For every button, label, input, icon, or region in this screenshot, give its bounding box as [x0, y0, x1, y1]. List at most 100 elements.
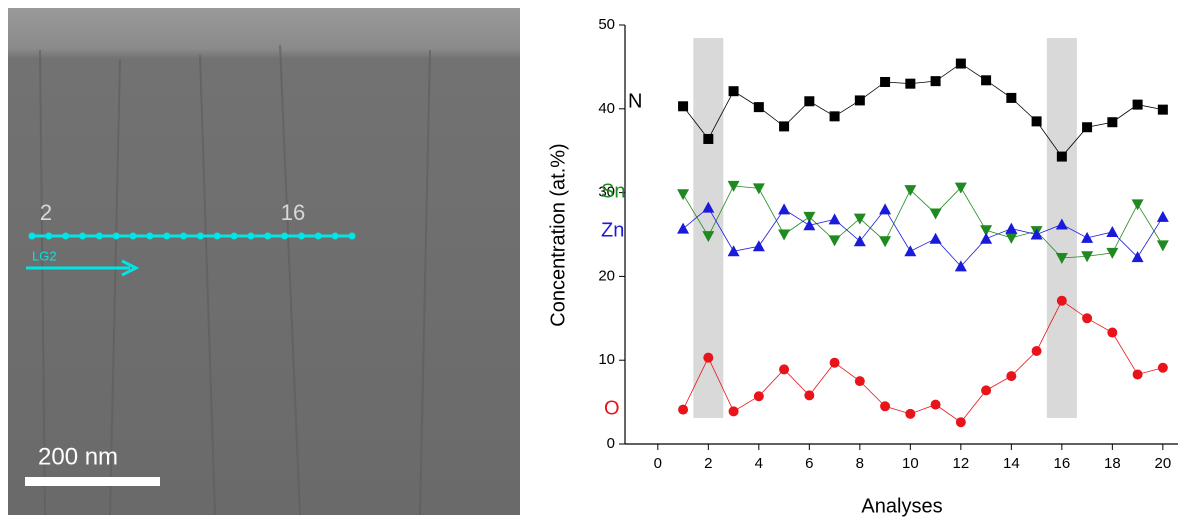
data-point [980, 232, 993, 244]
scan-point [180, 232, 188, 240]
scan-point [247, 232, 255, 240]
data-point [1131, 251, 1144, 263]
data-point [981, 75, 992, 86]
data-point [880, 76, 891, 87]
sem-texture [39, 44, 431, 516]
data-point [753, 391, 764, 402]
data-point [779, 121, 790, 132]
data-point [1107, 327, 1118, 338]
data-point [1055, 252, 1068, 264]
data-point [1157, 104, 1168, 115]
data-point [930, 399, 941, 410]
x-tick-label: 10 [902, 455, 919, 472]
data-point [678, 101, 689, 112]
data-point [702, 231, 715, 243]
data-point [930, 76, 941, 87]
point-label: 2 [40, 200, 52, 225]
data-point [853, 235, 866, 247]
data-point [980, 225, 993, 237]
x-tick-label: 14 [1003, 455, 1020, 472]
data-point [752, 183, 765, 195]
data-point [1082, 122, 1093, 133]
scan-point [331, 232, 339, 240]
data-point [954, 260, 967, 272]
data-point [702, 201, 715, 213]
data-point [1006, 371, 1017, 382]
data-point [677, 189, 690, 201]
data-point [955, 417, 966, 428]
data-point [1131, 199, 1144, 211]
data-point [728, 86, 739, 97]
data-point [828, 213, 841, 225]
data-point [1031, 116, 1042, 127]
series-label: Sn [601, 180, 625, 202]
scan-point [348, 232, 356, 240]
point-label: 16 [281, 200, 305, 225]
data-point [678, 404, 689, 415]
data-point [853, 213, 866, 225]
data-point [880, 401, 891, 412]
scan-point [95, 232, 103, 240]
scan-point [213, 232, 221, 240]
data-point [1156, 210, 1169, 222]
y-axis-title: Concentration (at.%) [547, 143, 569, 326]
data-point [854, 95, 865, 106]
line-label: LG2 [32, 248, 57, 263]
data-point [828, 235, 841, 247]
x-tick-label: 2 [704, 455, 712, 472]
series-label: O [604, 397, 620, 419]
data-point [804, 390, 815, 401]
x-tick-label: 4 [755, 455, 763, 472]
data-point [829, 111, 840, 122]
x-tick-label: 20 [1155, 455, 1172, 472]
data-point [1030, 228, 1043, 240]
data-point [1106, 247, 1119, 259]
data-point [905, 408, 916, 419]
scan-point [45, 232, 53, 240]
data-point [1055, 218, 1068, 230]
scan-point [196, 232, 204, 240]
y-tick-label: 0 [607, 435, 615, 452]
x-tick-label: 12 [952, 455, 969, 472]
data-point [1005, 232, 1018, 244]
scan-point [163, 232, 171, 240]
y-tick-label: 50 [598, 16, 615, 33]
scan-point [28, 232, 36, 240]
data-point [929, 232, 942, 244]
data-point [804, 96, 815, 107]
scale-bar-label: 200 nm [38, 443, 118, 470]
series-line [682, 185, 1164, 259]
data-point [879, 236, 892, 248]
data-point [1132, 369, 1143, 380]
data-point [1132, 99, 1143, 110]
data-point [929, 208, 942, 220]
sem-image: 2 16 LG2 200 nm [8, 8, 520, 516]
x-tick-label: 0 [654, 455, 662, 472]
data-point [1106, 225, 1119, 237]
x-tick-label: 6 [805, 455, 813, 472]
data-point [803, 211, 816, 223]
x-tick-label: 18 [1104, 455, 1121, 472]
data-point [1031, 345, 1042, 356]
direction-arrow-head [121, 259, 140, 277]
series-label: Zn [601, 219, 624, 241]
scan-point [314, 232, 322, 240]
data-point [728, 406, 739, 417]
data-point [1081, 251, 1094, 263]
scan-point [281, 232, 289, 240]
data-point [854, 376, 865, 387]
data-point [1081, 231, 1094, 243]
series-label: N [628, 90, 642, 112]
data-point [954, 182, 967, 194]
data-point [981, 385, 992, 396]
data-point [879, 203, 892, 215]
data-point [727, 245, 740, 257]
scan-point [62, 232, 70, 240]
data-point [779, 364, 790, 375]
scan-point [79, 232, 87, 240]
data-point [829, 357, 840, 368]
data-point [778, 229, 791, 241]
data-point [727, 180, 740, 192]
scan-point [297, 232, 305, 240]
y-tick-label: 30 [598, 184, 615, 201]
